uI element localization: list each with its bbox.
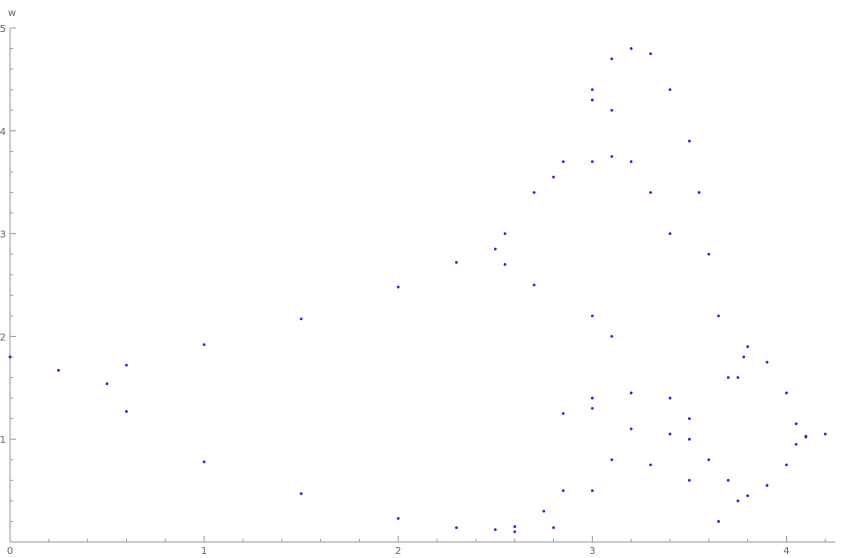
x-tick-label: 1 <box>201 546 207 557</box>
data-point <box>804 434 808 438</box>
data-point <box>125 363 128 367</box>
data-point <box>552 526 555 530</box>
data-point <box>688 437 691 441</box>
data-point <box>785 391 788 395</box>
data-point <box>697 191 701 194</box>
data-point <box>629 427 633 431</box>
data-point <box>105 382 109 386</box>
data-point <box>629 391 633 395</box>
y-axis-ticks: 1 2 3 4 5 <box>0 24 16 543</box>
data-point <box>396 285 400 289</box>
data-point <box>726 478 730 482</box>
data-point <box>823 432 827 436</box>
data-point <box>707 252 711 256</box>
data-point <box>610 335 614 338</box>
data-point <box>629 160 633 164</box>
data-point <box>561 412 565 415</box>
data-point <box>610 108 614 112</box>
data-point <box>726 376 730 379</box>
data-point <box>125 410 128 413</box>
data-point <box>736 499 740 503</box>
data-point <box>493 247 497 251</box>
data-point <box>717 314 720 318</box>
data-point <box>299 317 303 321</box>
y-tick-label: 5 <box>0 24 6 35</box>
data-point <box>590 314 594 318</box>
data-point <box>794 422 798 426</box>
data-point <box>8 355 12 359</box>
y-tick-label: 4 <box>0 127 6 138</box>
data-point <box>513 525 517 528</box>
data-point <box>590 396 594 400</box>
data-point <box>503 263 507 266</box>
data-point <box>649 52 652 56</box>
data-point <box>688 139 691 143</box>
data-point <box>765 484 769 487</box>
data-point <box>590 406 594 410</box>
data-point <box>202 460 206 464</box>
data-point <box>742 355 746 359</box>
data-point <box>513 530 517 534</box>
data-point <box>688 478 691 482</box>
data-point <box>668 88 672 92</box>
data-point <box>785 463 788 467</box>
data-point <box>746 494 750 498</box>
data-point <box>455 260 458 264</box>
data-point <box>610 57 614 61</box>
data-point <box>455 526 458 530</box>
data-point <box>746 345 750 349</box>
y-tick-label: 2 <box>0 332 6 343</box>
data-point <box>503 232 507 236</box>
y-axis-label: w <box>8 8 16 19</box>
data-point <box>57 368 60 372</box>
data-point <box>707 458 711 462</box>
data-point <box>668 232 672 236</box>
axes: 0 1 2 3 4 1 2 3 4 5 w <box>0 8 835 557</box>
data-point <box>590 489 594 492</box>
y-tick-label: 1 <box>0 435 6 446</box>
data-point <box>649 463 652 467</box>
data-point <box>590 88 594 92</box>
data-point <box>794 442 798 446</box>
data-point <box>590 98 594 102</box>
data-point <box>493 528 497 532</box>
data-point <box>532 191 536 194</box>
data-point <box>649 191 652 194</box>
data-point <box>688 417 691 421</box>
data-point <box>552 175 555 179</box>
data-point <box>590 160 594 164</box>
x-tick-label: 2 <box>395 546 401 557</box>
data-point <box>629 47 633 50</box>
data-point <box>561 160 565 164</box>
data-point <box>765 360 769 364</box>
data-points <box>8 47 827 534</box>
x-tick-label: 3 <box>589 546 595 557</box>
x-axis-ticks: 0 1 2 3 4 <box>7 536 826 557</box>
data-point <box>202 343 206 347</box>
x-tick-label: 0 <box>7 546 13 557</box>
y-tick-label: 3 <box>0 230 6 241</box>
data-point <box>668 432 672 436</box>
data-point <box>396 516 400 520</box>
data-point <box>668 396 672 400</box>
data-point <box>561 489 565 492</box>
data-point <box>299 492 303 496</box>
data-point <box>532 283 536 287</box>
data-point <box>610 458 614 462</box>
data-point <box>736 376 740 379</box>
data-point <box>610 155 614 158</box>
data-point <box>542 509 546 513</box>
data-point <box>717 520 720 523</box>
x-tick-label: 4 <box>783 546 789 557</box>
